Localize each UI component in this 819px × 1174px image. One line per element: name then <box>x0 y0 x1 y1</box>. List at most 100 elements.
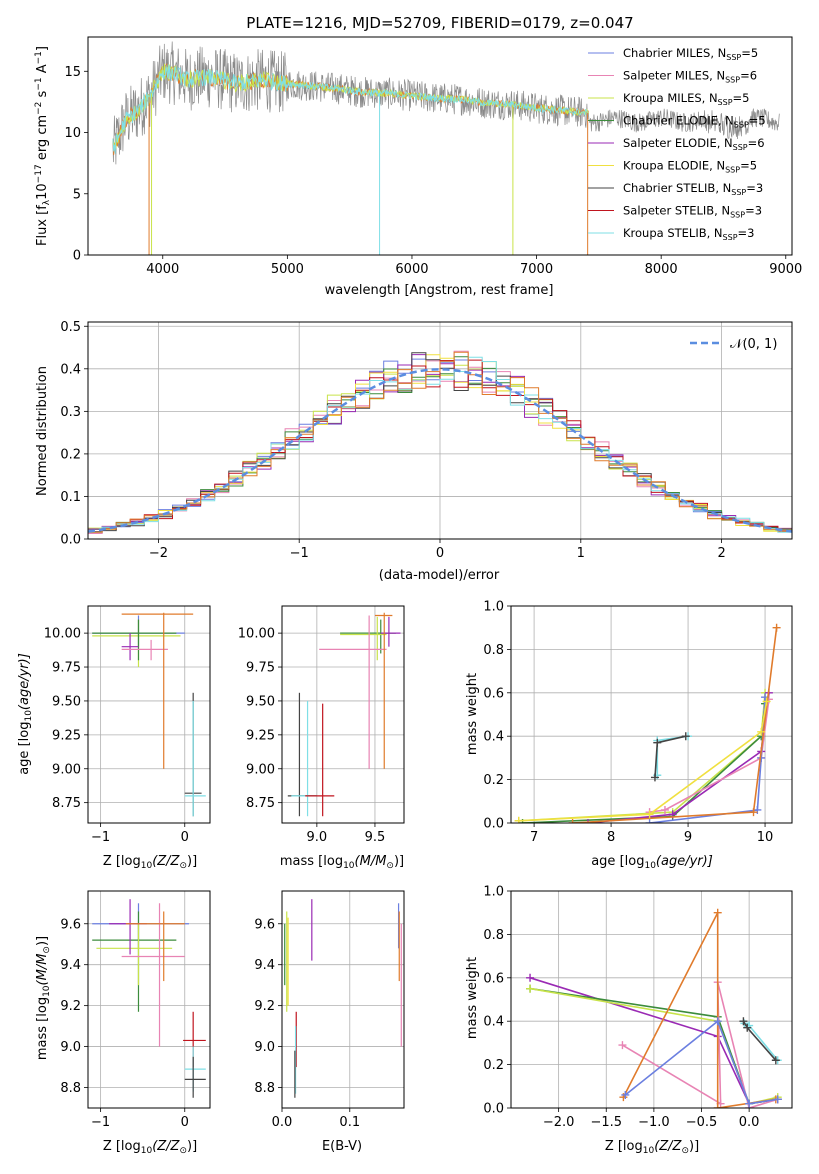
mass-z-xlabel-end: )] <box>187 1139 197 1154</box>
mass-ebv-ytick-label: 9.6 <box>254 917 275 932</box>
spectrum-legend-label: Kroupa STELIB, NSSP=3 <box>623 226 754 242</box>
residuals-legend-label: 𝒩(0, 1) <box>730 337 777 352</box>
weight-age-panel: age [log10(age/yr)] mass weight <box>465 673 713 871</box>
mass-z-ylabel: mass [log10(M/M⊙)] <box>35 936 52 1060</box>
mass-ebv-ytick-label: 9.0 <box>254 1040 275 1055</box>
weight-age-point <box>772 623 781 632</box>
spectrum-xtick-label: 6000 <box>395 262 428 277</box>
age-mass-xtick-label: 9.5 <box>365 830 386 845</box>
weight-age-series-line <box>518 701 768 822</box>
mass-z-xlabel-rest: (Z/Z <box>152 1139 180 1154</box>
mass-ebv-marks <box>284 899 402 1098</box>
weight-age-xlabel: age [log10(age/yr)] <box>591 854 713 871</box>
age-z-panel: Z [log10(Z/Z⊙)] age [log10(age/yr)] <box>17 653 197 871</box>
mass-z-ylabel-end: )] <box>35 936 50 946</box>
mass-Z-ytick-label: 9.0 <box>60 1040 81 1055</box>
spectrum-ylabel: Flux [fλ10−17 erg cm−2 s−1 A−1] <box>34 46 52 246</box>
mass-z-ylabel-rest: (M/M <box>35 954 50 986</box>
mass-z-panel: Z [log10(Z/Z⊙)] mass [log10(M/M⊙)] <box>35 936 197 1156</box>
weight-age-ytick-label: 0.4 <box>483 730 504 745</box>
spectrum-ylabel-rest: 10 <box>35 183 50 200</box>
spectrum-legend-label: Salpeter ELODIE, NSSP=6 <box>623 136 765 152</box>
spectrum-xtick-label: 4000 <box>146 262 179 277</box>
spectrum-ylabel-exp4: −1 <box>34 51 44 64</box>
mass-ebv-xtick-label: 0.0 <box>272 1115 293 1130</box>
age-mass-ytick-label: 9.50 <box>246 694 275 709</box>
weight-age-point <box>653 738 662 747</box>
age-Z-xtick-label: −1 <box>91 830 110 845</box>
mass-Z-ytick-label: 9.2 <box>60 999 81 1014</box>
weight-Z-ytick-label: 0.8 <box>483 928 504 943</box>
age-Z-frame <box>87 605 211 824</box>
weight-age-point <box>645 810 654 819</box>
spectrum-model-line <box>112 63 589 149</box>
mass-z-xlabel-sub: 10 <box>141 1146 153 1156</box>
spectrum-legend-name: Kroupa STELIB, N <box>623 226 723 240</box>
weight-age-xlabel-sub: 10 <box>644 861 656 871</box>
mass-ebv-xtick-label: 0.1 <box>339 1115 360 1130</box>
weight-Z-point <box>739 1017 748 1026</box>
age-mass-marks <box>287 612 401 817</box>
weight-age-ytick-label: 0.2 <box>483 773 504 788</box>
age-mass-xlabel: mass [log10(M/M⊙)] <box>280 854 404 871</box>
spectrum-panel: wavelength [Angstrom, rest frame] Flux [… <box>34 46 553 298</box>
age-mass-xlabel-sub: 10 <box>343 861 355 871</box>
weight-age-point <box>568 819 577 823</box>
spectrum-legend-name: Chabrier MILES, N <box>623 46 726 60</box>
spectrum-xtick-label: 5000 <box>271 262 304 277</box>
spectrum-legend-label: Chabrier STELIB, NSSP=3 <box>623 181 763 197</box>
age-mass-axes: 9.0 9.5 8.75 9.00 9.25 9.50 9.75 10.00 <box>238 606 404 845</box>
spectrum-legend-label: Salpeter STELIB, NSSP=3 <box>623 204 762 220</box>
age-Z-ytick-label: 9.00 <box>52 762 81 777</box>
weight-z-xlabel-rest: (Z/Z <box>654 1139 682 1154</box>
weight-age-xtick-label: 9 <box>684 830 692 845</box>
weight-Z-ytick-label: 0.6 <box>483 971 504 986</box>
weight-Z-point <box>771 1056 780 1065</box>
spectrum-ytick-label: 10 <box>64 126 81 141</box>
spectrum-legend-sub: SSP <box>730 211 745 220</box>
spectrum-legend-label: Kroupa ELODIE, NSSP=5 <box>623 159 757 175</box>
weight-age-point <box>645 819 654 823</box>
spectrum-xtick-label: 8000 <box>645 262 678 277</box>
weight-Z-xtick-label: −1.5 <box>590 1115 622 1130</box>
spectrum-legend-sub: SSP <box>718 98 733 107</box>
age-Z-ytick-label: 8.75 <box>52 796 81 811</box>
weight-z-xlabel-sub: 10 <box>643 1146 655 1156</box>
weight-z-xlabel-end: )] <box>689 1139 699 1154</box>
weight-age-axes: 7 8 9 10 0.0 0.2 0.4 0.6 0.8 1.0 <box>483 600 792 845</box>
residuals-ytick-label: 0.1 <box>60 490 81 505</box>
mass-ebv-panel: E(B-V) <box>322 1139 362 1154</box>
spectrum-legend-n: =3 <box>745 204 762 218</box>
age-mass-frame <box>281 605 405 824</box>
spectrum-legend-label: Kroupa MILES, NSSP=5 <box>623 91 749 107</box>
age-mass-ytick-label: 9.75 <box>246 661 275 676</box>
spectrum-legend-sub: SSP <box>734 121 749 130</box>
weight-age-point <box>749 808 758 817</box>
spectrum-legend-n: =3 <box>746 181 763 195</box>
weight-z-xlabel-sun: ⊙ <box>681 1146 689 1156</box>
residuals-xtick-label: −2 <box>149 546 168 561</box>
age-z-xlabel-main: Z [log <box>103 854 141 869</box>
residuals-marks <box>88 350 792 536</box>
weight-age-ytick-label: 1.0 <box>483 600 504 615</box>
spectrum-ylabel-rest2: erg cm <box>35 115 50 164</box>
age-z-xlabel-end: )] <box>187 854 197 869</box>
age-z-ylabel-rest: (age/yr)] <box>17 653 32 710</box>
spectrum-legend-name: Salpeter STELIB, N <box>623 204 730 218</box>
spectrum-legend-name: Kroupa ELODIE, N <box>623 159 725 173</box>
weight-age-point <box>583 819 592 823</box>
spectrum-ytick-label: 5 <box>73 187 81 202</box>
spectrum-ylabel-rest4: A <box>35 64 50 77</box>
spectrum-legend-sub: SSP <box>726 53 741 62</box>
residuals-ylabel: Normed distribution <box>35 366 50 496</box>
age-Z-xtick-label: 0 <box>181 830 189 845</box>
age-mass-ytick-label: 10.00 <box>238 627 275 642</box>
weight-Z-point <box>618 1041 627 1050</box>
residuals-xtick-label: −1 <box>290 546 309 561</box>
spectrum-ytick-label: 0 <box>73 249 81 264</box>
spectrum-legend-n: =5 <box>741 46 758 60</box>
residual-histogram-step <box>88 351 792 535</box>
mass-ebv-xlabel: E(B-V) <box>322 1139 362 1154</box>
